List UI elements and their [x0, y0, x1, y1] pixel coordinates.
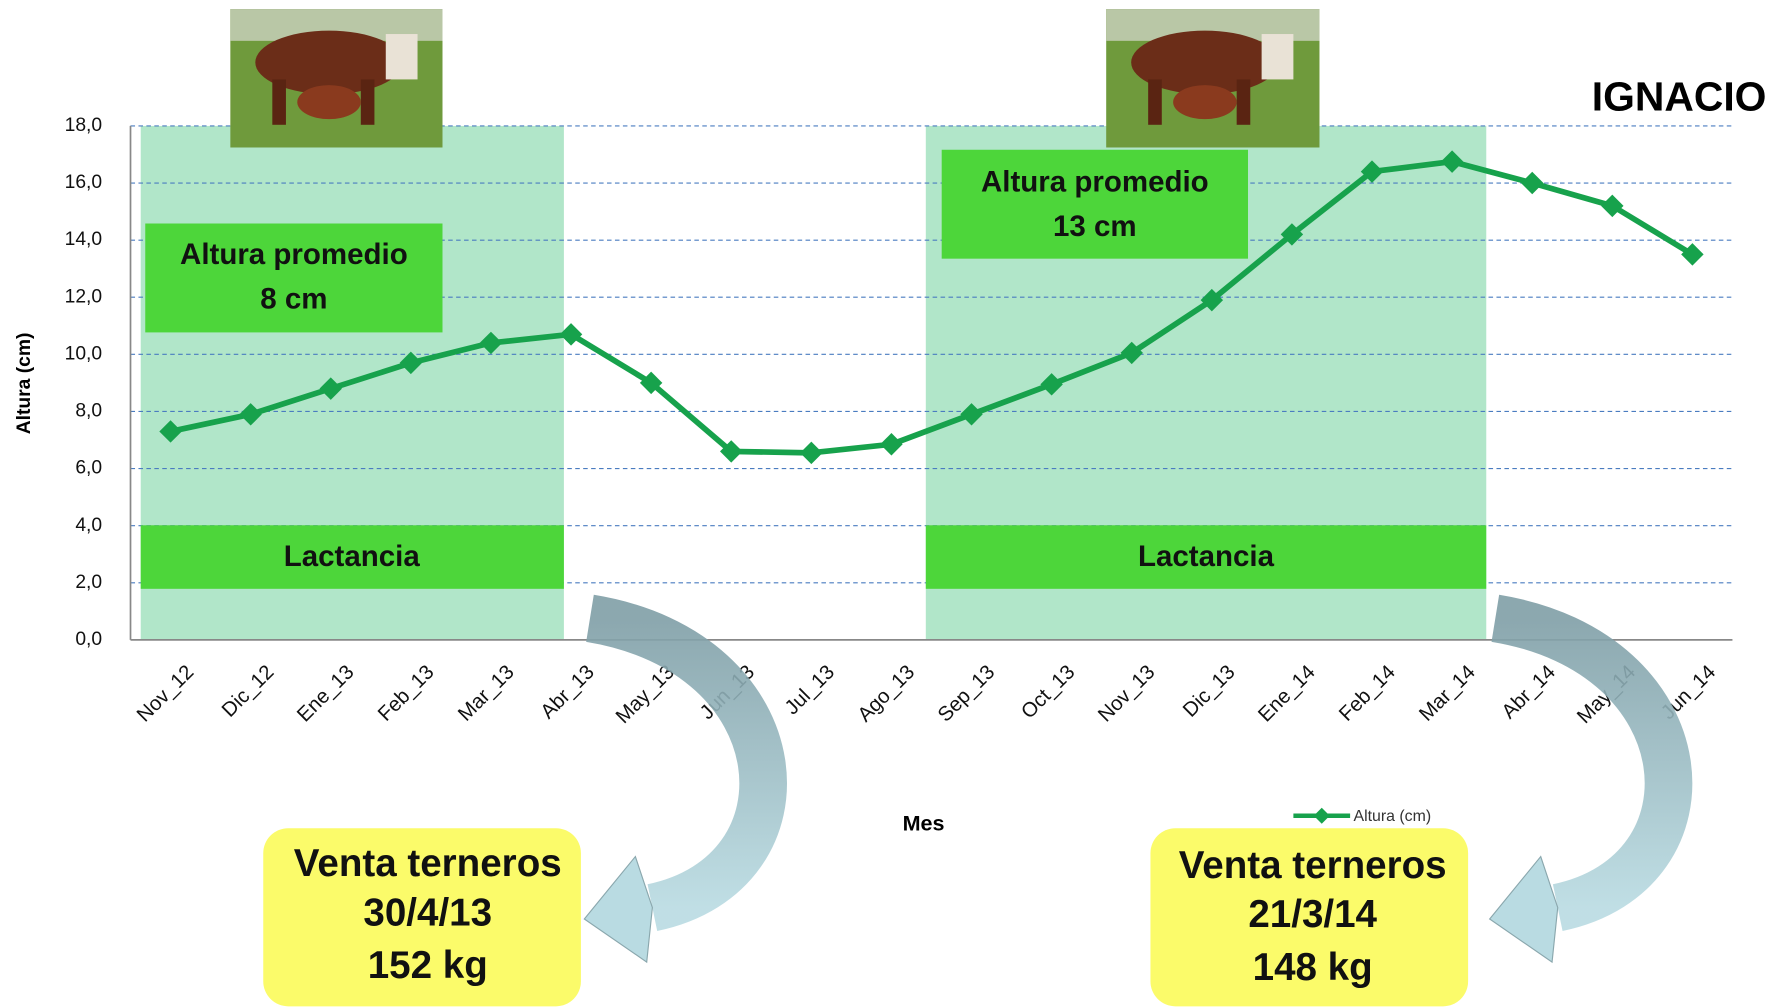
- x-tick-label: Dic_12: [218, 661, 278, 721]
- chart-title: IGNACIO: [1592, 74, 1767, 120]
- x-tick-label: Feb_14: [1335, 661, 1400, 726]
- x-tick-label: Sep_13: [934, 661, 999, 726]
- arrow: [590, 618, 763, 907]
- x-tick-label: Mar_13: [454, 661, 518, 725]
- x-tick-label: Feb_13: [374, 661, 439, 726]
- average-text: Altura promedio: [981, 166, 1209, 199]
- y-tick-label: 8,0: [75, 401, 102, 422]
- average-text: 13 cm: [1053, 210, 1137, 243]
- average-text: 8 cm: [260, 282, 327, 315]
- sale-boxes: Venta terneros 30/4/13 152 kg Venta tern…: [263, 828, 1468, 1006]
- x-tick-label: Mar_14: [1415, 661, 1479, 725]
- x-tick-label: May_13: [612, 661, 679, 728]
- x-tick-label: Nov_12: [133, 661, 198, 726]
- y-tick-label: 0,0: [75, 629, 102, 650]
- average-text: Altura promedio: [180, 238, 408, 271]
- x-tick-label: Nov_13: [1094, 661, 1159, 726]
- legend-marker: [1314, 808, 1330, 824]
- sale-text: Venta terneros: [294, 842, 562, 885]
- x-tick-label: Abr_13: [537, 661, 599, 723]
- y-axis-label: Altura (cm): [14, 333, 35, 435]
- legend: Altura (cm): [1293, 808, 1431, 825]
- y-tick-label: 10,0: [65, 343, 102, 364]
- y-tick-label: 6,0: [75, 458, 102, 479]
- legend-label: Altura (cm): [1354, 808, 1432, 825]
- x-tick-label: Ago_13: [854, 661, 919, 726]
- arrow-head: [1490, 857, 1558, 963]
- y-tick-label: 2,0: [75, 572, 102, 593]
- sale-text: 30/4/13: [363, 892, 492, 935]
- y-tick-label: 12,0: [65, 286, 102, 307]
- data-point: [1521, 172, 1543, 194]
- arrow: [1495, 618, 1668, 907]
- x-tick-label: Oct_13: [1017, 661, 1079, 723]
- photos: [230, 9, 1319, 147]
- y-tick-label: 14,0: [65, 229, 102, 250]
- y-tick-label: 4,0: [75, 515, 102, 536]
- x-tick-label: Ene_13: [293, 661, 358, 726]
- y-tick-label: 16,0: [65, 172, 102, 193]
- lactancia-text: Lactancia: [1138, 540, 1275, 573]
- data-point: [800, 442, 822, 464]
- x-tick-label: Dic_13: [1179, 661, 1239, 721]
- x-tick-label: Abr_14: [1498, 661, 1560, 723]
- sale-text: 21/3/14: [1248, 893, 1377, 936]
- arrow-head: [584, 857, 652, 963]
- data-point: [880, 433, 902, 455]
- sale-text: 148 kg: [1253, 946, 1373, 989]
- lactancia-text: Lactancia: [284, 540, 421, 573]
- x-axis-label: Mes: [903, 810, 945, 835]
- x-tick-label: Jul_13: [781, 661, 839, 719]
- cow-photo: [230, 9, 442, 147]
- cow-photo: [1106, 9, 1319, 147]
- y-tick-label: 18,0: [65, 115, 102, 136]
- x-tick-label: Ene_14: [1254, 661, 1319, 726]
- chart: 0,0 2,0 4,0 6,0 8,0 10,0 12,0 14,0 16,0 18,0 Nov_1…: [0, 0, 1779, 1007]
- sale-text: 152 kg: [368, 944, 488, 987]
- sale-text: Venta terneros: [1179, 844, 1447, 887]
